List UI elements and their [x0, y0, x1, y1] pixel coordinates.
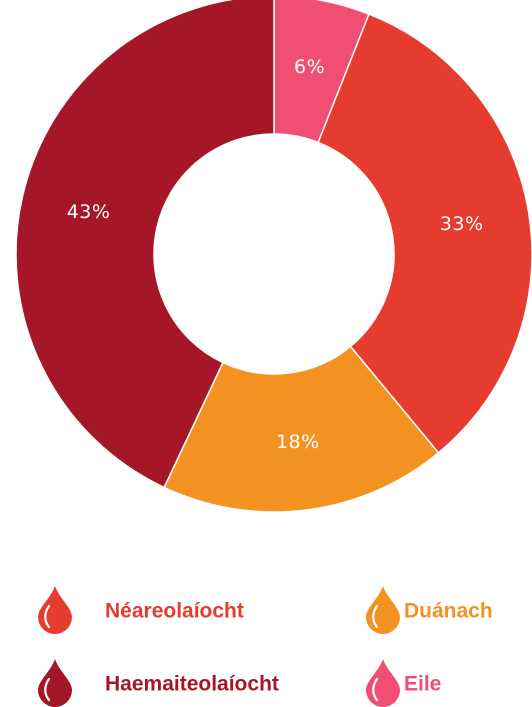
- legend-label: Néareolaíocht: [105, 600, 244, 623]
- legend-drop-highlight: [372, 677, 379, 702]
- legend-label: Haemaiteolaíocht: [105, 673, 279, 696]
- legend-drop-highlight: [372, 604, 379, 629]
- data-label: 33%: [440, 213, 484, 235]
- donut-segment: [163, 345, 440, 513]
- donut-segment: [317, 13, 532, 454]
- legend-item: Eile: [366, 659, 441, 707]
- legend-item: Duánach: [366, 586, 493, 634]
- legend-item: Haemaiteolaíocht: [38, 659, 279, 707]
- legend-drop: [38, 586, 72, 634]
- data-label: 43%: [67, 201, 111, 223]
- data-label: 6%: [294, 56, 325, 78]
- legend-drop: [366, 586, 400, 634]
- data-label: 18%: [276, 431, 320, 453]
- legend-item: Néareolaíocht: [38, 586, 244, 634]
- legend-label: Duánach: [404, 600, 493, 623]
- legend-drop: [38, 659, 72, 707]
- legend-label: Eile: [404, 673, 441, 696]
- legend-drop-highlight: [44, 677, 51, 702]
- legend-drop-highlight: [44, 604, 51, 629]
- donut-segment: [15, 0, 275, 489]
- legend-drop: [366, 659, 400, 707]
